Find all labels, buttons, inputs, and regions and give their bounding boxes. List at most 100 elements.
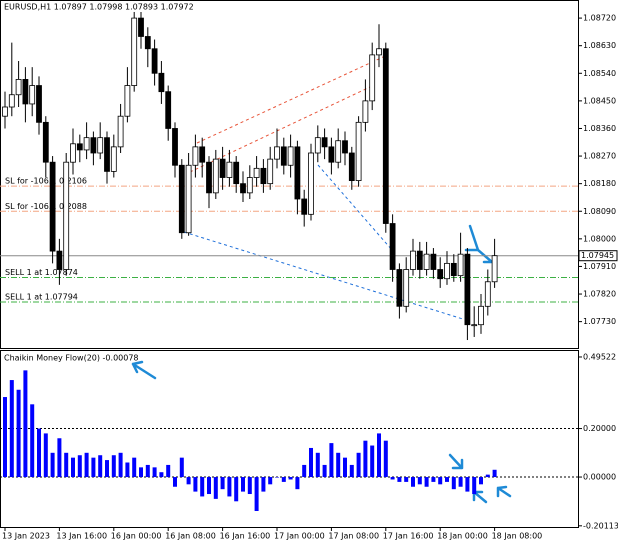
indicator-title: Chaikin Money Flow(20) -0.00078 xyxy=(4,354,139,363)
bar xyxy=(302,464,307,478)
candle-body xyxy=(491,255,498,283)
y-tick-label: 0.49522 xyxy=(583,352,616,361)
bar xyxy=(492,469,497,478)
candle-body xyxy=(124,85,131,117)
bar xyxy=(431,477,436,482)
bar xyxy=(77,455,82,478)
bar xyxy=(288,477,293,480)
bar xyxy=(179,457,184,478)
bar xyxy=(417,477,422,485)
bar xyxy=(343,457,347,478)
candle-body xyxy=(172,128,178,166)
candle-body xyxy=(192,146,199,166)
bar xyxy=(241,477,245,492)
bar xyxy=(118,452,123,478)
chart-title: EURUSD,H1 1.07897 1.07998 1.07893 1.0797… xyxy=(4,3,194,12)
arrow xyxy=(448,453,464,470)
y-tick-label: 0.00000 xyxy=(583,473,616,482)
candle-body xyxy=(342,140,348,154)
bar xyxy=(363,440,368,478)
y-tick-label: -0.20113 xyxy=(583,521,618,530)
candle-body xyxy=(246,177,253,194)
candle-body xyxy=(328,146,335,163)
arrow xyxy=(131,360,157,380)
x-tick-label: 18 Jan 00:00 xyxy=(437,532,488,541)
candle-body xyxy=(430,253,437,270)
bar xyxy=(356,452,361,478)
bar xyxy=(275,477,279,478)
level-label: SELL 1 at 1.07874 xyxy=(5,268,78,277)
candle-body xyxy=(29,85,36,105)
y-tick-label: 1.07910 xyxy=(583,262,616,271)
candle-body xyxy=(267,158,274,185)
bar xyxy=(404,477,409,482)
candle-body xyxy=(403,269,410,307)
candle-body xyxy=(22,79,29,105)
bar xyxy=(336,452,341,478)
candle-body xyxy=(253,167,260,178)
bar xyxy=(125,462,130,478)
bar xyxy=(30,404,35,478)
bar xyxy=(37,428,41,478)
bar xyxy=(329,443,334,478)
bar xyxy=(254,477,259,511)
bar xyxy=(98,455,103,478)
candle-body xyxy=(416,250,423,270)
candle-body xyxy=(2,106,8,117)
bar xyxy=(64,452,69,478)
bar xyxy=(438,477,443,485)
arrow xyxy=(496,485,512,498)
last-price-box xyxy=(578,250,618,262)
bar xyxy=(50,452,55,478)
bar xyxy=(370,445,375,478)
candle-body xyxy=(158,72,165,93)
candle-body xyxy=(185,164,192,234)
candle-body xyxy=(348,152,355,181)
bar xyxy=(132,457,137,478)
y-tick-label: 1.08720 xyxy=(583,14,616,23)
bar xyxy=(207,477,211,495)
candle-body xyxy=(423,253,430,270)
candle-body xyxy=(144,36,151,50)
candle-body xyxy=(151,48,158,74)
bar xyxy=(411,477,415,487)
bar xyxy=(377,433,381,478)
bar xyxy=(322,464,327,478)
bar xyxy=(166,464,171,478)
y-tick-label: 1.08270 xyxy=(583,152,616,161)
x-tick-label: 17 Jan 00:00 xyxy=(274,532,325,541)
bar xyxy=(247,477,252,495)
bar xyxy=(451,477,456,490)
candle-body xyxy=(15,79,22,96)
y-tick-label: 1.08360 xyxy=(583,124,616,133)
bar xyxy=(458,477,463,487)
candle-body xyxy=(8,94,15,108)
x-tick-label: 13 Jan 2023 xyxy=(2,532,50,541)
y-tick-label: 1.07730 xyxy=(583,317,616,326)
y-tick-label: 1.07820 xyxy=(583,290,616,299)
bar xyxy=(472,477,477,495)
candle-body xyxy=(42,121,49,163)
candle-body xyxy=(219,158,226,178)
x-tick-label: 18 Jan 08:00 xyxy=(492,532,543,541)
candle-body xyxy=(389,223,396,270)
candle-body xyxy=(410,250,416,270)
trend-line xyxy=(196,56,384,144)
x-tick-label: 16 Jan 00:00 xyxy=(111,532,162,541)
candle-body xyxy=(294,146,301,200)
bar xyxy=(193,477,198,492)
bar xyxy=(186,477,191,485)
bar xyxy=(57,438,62,478)
candle-body xyxy=(382,48,389,224)
x-tick-label: 17 Jan 16:00 xyxy=(383,532,434,541)
bar xyxy=(200,477,205,497)
bar xyxy=(3,397,7,478)
y-tick-label: 1.08450 xyxy=(583,96,616,105)
candle-body xyxy=(56,250,63,270)
y-tick-label: 1.08180 xyxy=(583,179,616,188)
bar xyxy=(91,457,96,478)
level-label: SL for -106.1 0.2106 xyxy=(5,177,87,186)
candle-body xyxy=(165,91,172,129)
trend-lines xyxy=(183,56,467,321)
candle-body xyxy=(83,137,90,151)
